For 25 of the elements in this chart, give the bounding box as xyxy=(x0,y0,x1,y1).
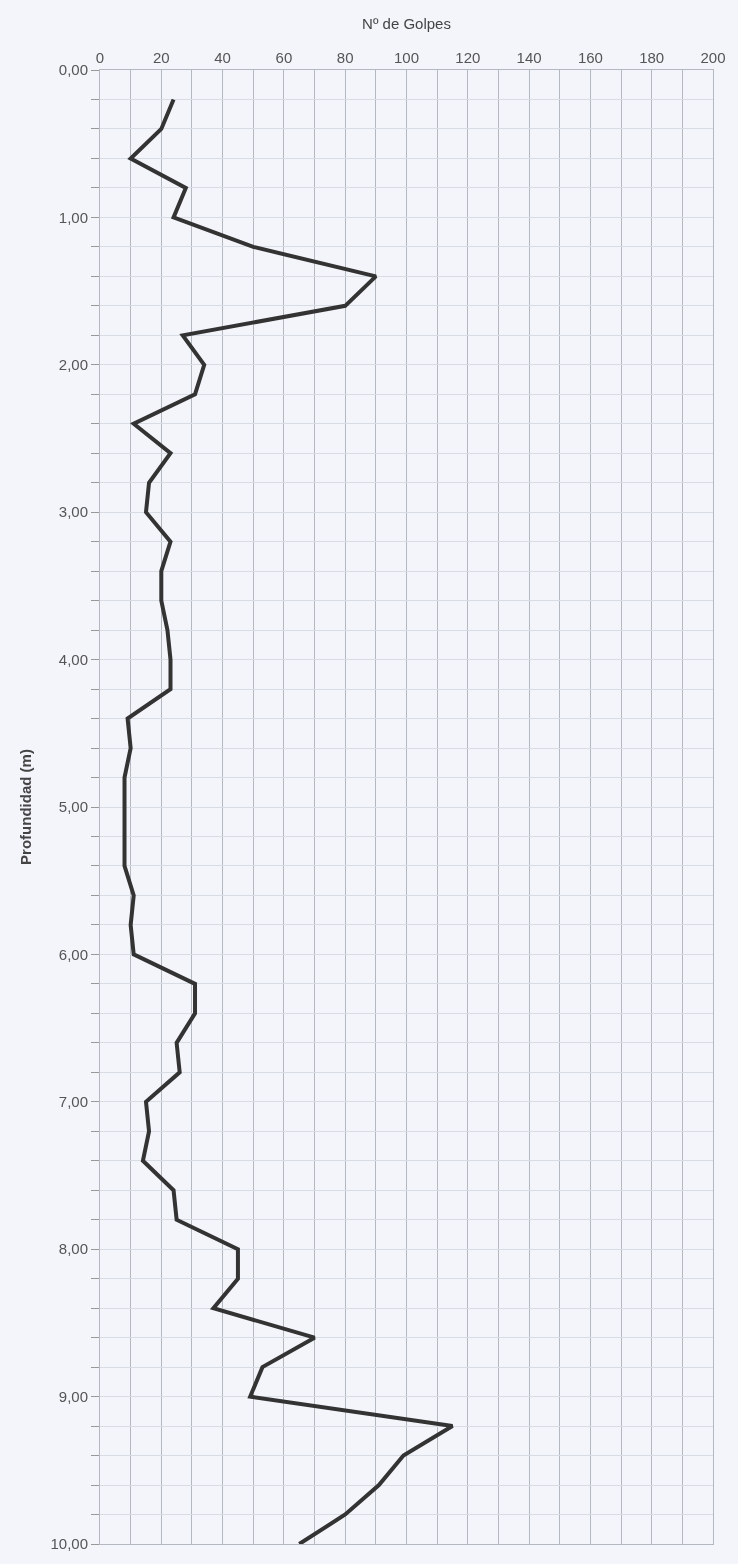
y-tick-label: 9,00 xyxy=(58,1387,88,1405)
y-tick-label: 6,00 xyxy=(58,945,88,963)
x-tick-label: 100 xyxy=(393,49,420,66)
x-tick-label: 20 xyxy=(152,49,170,66)
x-tick-label: 0 xyxy=(95,49,105,66)
x-tick-label: 140 xyxy=(516,49,542,66)
y-tick-label: 3,00 xyxy=(58,503,88,521)
x-tick-label: 200 xyxy=(700,49,726,66)
x-axis-title: Nº de Golpes xyxy=(362,15,451,33)
x-tick-label: 120 xyxy=(455,49,481,66)
y-tick-label: 2,00 xyxy=(58,356,88,374)
y-tick-label: 4,00 xyxy=(58,650,88,668)
x-tick-label: 80 xyxy=(336,49,354,66)
y-tick-label: 1,00 xyxy=(58,208,88,226)
x-tick-label: 180 xyxy=(639,49,665,66)
line-series xyxy=(122,97,455,1544)
y-axis-title: Profundidad (m) xyxy=(16,749,34,865)
y-tick-label: 10,00 xyxy=(50,1535,88,1553)
y-tick-label: 0,00 xyxy=(58,61,88,79)
x-tick-label: 60 xyxy=(275,49,293,66)
y-tick-label: 5,00 xyxy=(58,798,88,816)
y-tick-label: 8,00 xyxy=(58,1240,88,1258)
y-tick-label: 7,00 xyxy=(58,1093,88,1111)
x-tick-label: 160 xyxy=(577,49,603,66)
x-tick-label: 40 xyxy=(214,49,231,66)
